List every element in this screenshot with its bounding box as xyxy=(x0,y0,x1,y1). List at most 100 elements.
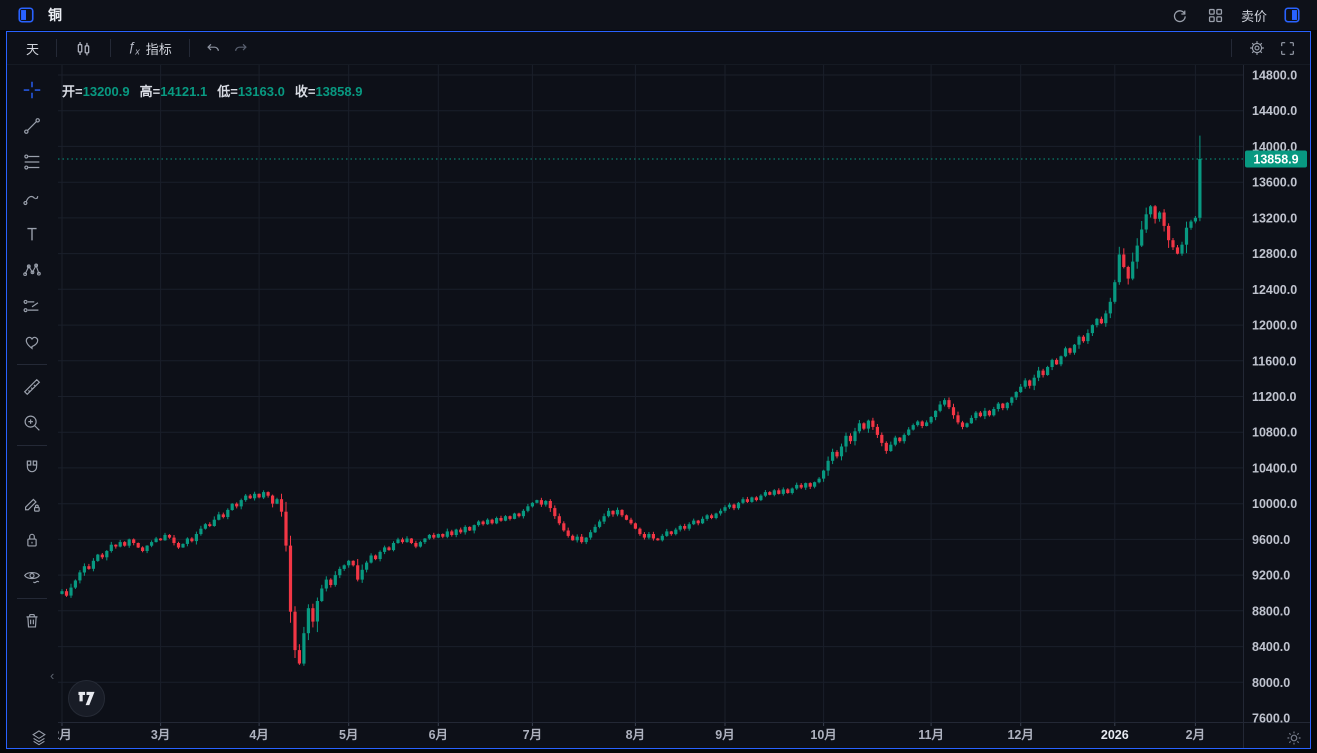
lock-drawings-icon[interactable] xyxy=(13,522,51,558)
candle xyxy=(826,460,830,471)
stay-drawing-mode-icon[interactable] xyxy=(13,486,51,522)
candle xyxy=(1063,348,1068,357)
tradingview-logo[interactable] xyxy=(68,680,105,717)
candle xyxy=(1167,225,1171,241)
time-axis-label[interactable]: 7月 xyxy=(523,728,542,742)
high-label: 高 xyxy=(139,84,153,99)
collapse-toolbar-chevron-icon[interactable]: ‹ xyxy=(50,668,55,683)
candle xyxy=(1014,392,1018,398)
candle-style-button[interactable] xyxy=(69,36,98,61)
candle xyxy=(853,431,857,442)
candle xyxy=(750,497,754,502)
price-axis-label[interactable]: 13600.0 xyxy=(1252,176,1297,190)
price-axis-label[interactable]: 14800.0 xyxy=(1252,69,1297,83)
curve-tool-icon[interactable] xyxy=(13,180,51,216)
undo-icon[interactable] xyxy=(202,37,224,59)
fullscreen-icon[interactable] xyxy=(1276,37,1298,59)
candle xyxy=(580,536,584,543)
remove-drawings-icon[interactable] xyxy=(13,603,51,639)
time-axis-label[interactable]: 9月 xyxy=(715,728,734,742)
price-axis-label[interactable]: 8800.0 xyxy=(1252,604,1290,618)
hide-drawings-icon[interactable] xyxy=(13,558,51,594)
price-axis-label[interactable]: 11200.0 xyxy=(1252,390,1297,404)
trend-line-tool-icon[interactable] xyxy=(13,108,51,144)
price-axis-label[interactable]: 14400.0 xyxy=(1252,104,1297,118)
magnet-mode-icon[interactable] xyxy=(13,450,51,486)
candle xyxy=(835,451,839,457)
candle xyxy=(831,451,835,461)
candle xyxy=(911,425,915,430)
candle xyxy=(624,515,629,520)
time-axis-label[interactable]: 12月 xyxy=(1007,728,1033,742)
candle xyxy=(925,422,929,426)
candle xyxy=(1041,370,1045,376)
forecast-tool-icon[interactable] xyxy=(13,288,51,324)
price-axis-label[interactable]: 8400.0 xyxy=(1252,640,1290,654)
fib-retracement-tool-icon[interactable] xyxy=(13,144,51,180)
interval-button[interactable]: 天 xyxy=(26,41,40,57)
price-axis-label[interactable]: 10800.0 xyxy=(1252,426,1297,440)
time-axis-label[interactable]: 8月 xyxy=(626,728,645,742)
candle xyxy=(996,403,1000,409)
measure-ruler-tool-icon[interactable] xyxy=(13,369,51,405)
price-axis-label[interactable]: 10400.0 xyxy=(1252,461,1297,475)
candle xyxy=(159,538,163,541)
candle xyxy=(190,538,194,542)
theme-sun-icon[interactable] xyxy=(1279,724,1309,752)
candle xyxy=(660,535,664,541)
time-axis-label[interactable]: 11月 xyxy=(918,728,944,742)
candle xyxy=(553,508,557,517)
candle xyxy=(414,543,418,547)
price-axis-label[interactable]: 12800.0 xyxy=(1252,247,1297,261)
candle xyxy=(974,412,978,418)
right-panel-toggle-icon[interactable] xyxy=(1281,4,1303,26)
candle xyxy=(602,516,606,522)
toolbar-separator xyxy=(56,39,58,57)
candle xyxy=(221,514,225,518)
time-axis-label[interactable]: 3月 xyxy=(151,728,170,742)
text-tool-icon[interactable] xyxy=(13,216,51,252)
sell-price-label[interactable]: 卖价 xyxy=(1240,8,1267,24)
left-panel-toggle-icon[interactable] xyxy=(15,4,37,26)
redo-icon[interactable] xyxy=(230,37,252,59)
ohlc-legend[interactable]: 开=13200.9 高=14121.1 低=13163.0 收=13858.9 xyxy=(62,84,363,99)
candle xyxy=(365,562,369,570)
indicators-button[interactable]: ƒx 指标 xyxy=(128,39,172,57)
time-axis-label[interactable]: 10月 xyxy=(810,728,836,742)
candle xyxy=(763,492,767,496)
price-axis-label[interactable]: 10000.0 xyxy=(1252,497,1297,511)
emoji-heart-tool-icon[interactable] xyxy=(13,324,51,360)
time-axis-label[interactable]: 2026 xyxy=(1101,728,1129,742)
price-axis-label[interactable]: 7600.0 xyxy=(1252,712,1290,726)
time-axis-label[interactable]: 6月 xyxy=(429,728,448,742)
time-axis-label[interactable]: 2月 xyxy=(58,728,72,742)
candle xyxy=(333,575,337,585)
time-axis-label[interactable]: 5月 xyxy=(339,728,358,742)
symbol-title[interactable]: 铜 xyxy=(48,7,63,23)
price-axis-label[interactable]: 8000.0 xyxy=(1252,676,1290,690)
crosshair-tool-icon[interactable] xyxy=(13,72,51,108)
price-chart[interactable]: 14800.0 14400.0 14000.0 13600.0 13200.0 12800… xyxy=(58,65,1310,748)
time-axis-label[interactable]: 4月 xyxy=(249,728,268,742)
xabcd-pattern-tool-icon[interactable] xyxy=(13,252,51,288)
candle xyxy=(745,499,749,502)
time-axis-label[interactable]: 2月 xyxy=(1186,728,1205,742)
price-axis-label[interactable]: 12400.0 xyxy=(1252,283,1297,297)
refresh-icon[interactable] xyxy=(1169,4,1191,26)
price-axis-label[interactable]: 14000.0 xyxy=(1252,140,1297,154)
price-axis-label[interactable]: 11600.0 xyxy=(1252,354,1297,368)
object-tree-layers-icon[interactable] xyxy=(20,724,58,752)
settings-gear-icon[interactable] xyxy=(1246,37,1268,59)
zoom-in-tool-icon[interactable] xyxy=(13,405,51,441)
price-axis-label[interactable]: 13200.0 xyxy=(1252,211,1297,225)
layout-grid-icon[interactable] xyxy=(1205,4,1227,26)
high-value: 14121.1 xyxy=(160,84,208,99)
chart-widget: 天 ƒx 指标 xyxy=(6,31,1311,749)
candle xyxy=(557,516,561,524)
candle xyxy=(656,538,660,541)
low-label: 低 xyxy=(217,84,231,99)
price-axis-label[interactable]: 9600.0 xyxy=(1252,533,1290,547)
price-axis-label[interactable]: 9200.0 xyxy=(1252,569,1290,583)
price-axis-label[interactable]: 12000.0 xyxy=(1252,319,1297,333)
candle xyxy=(82,566,86,573)
